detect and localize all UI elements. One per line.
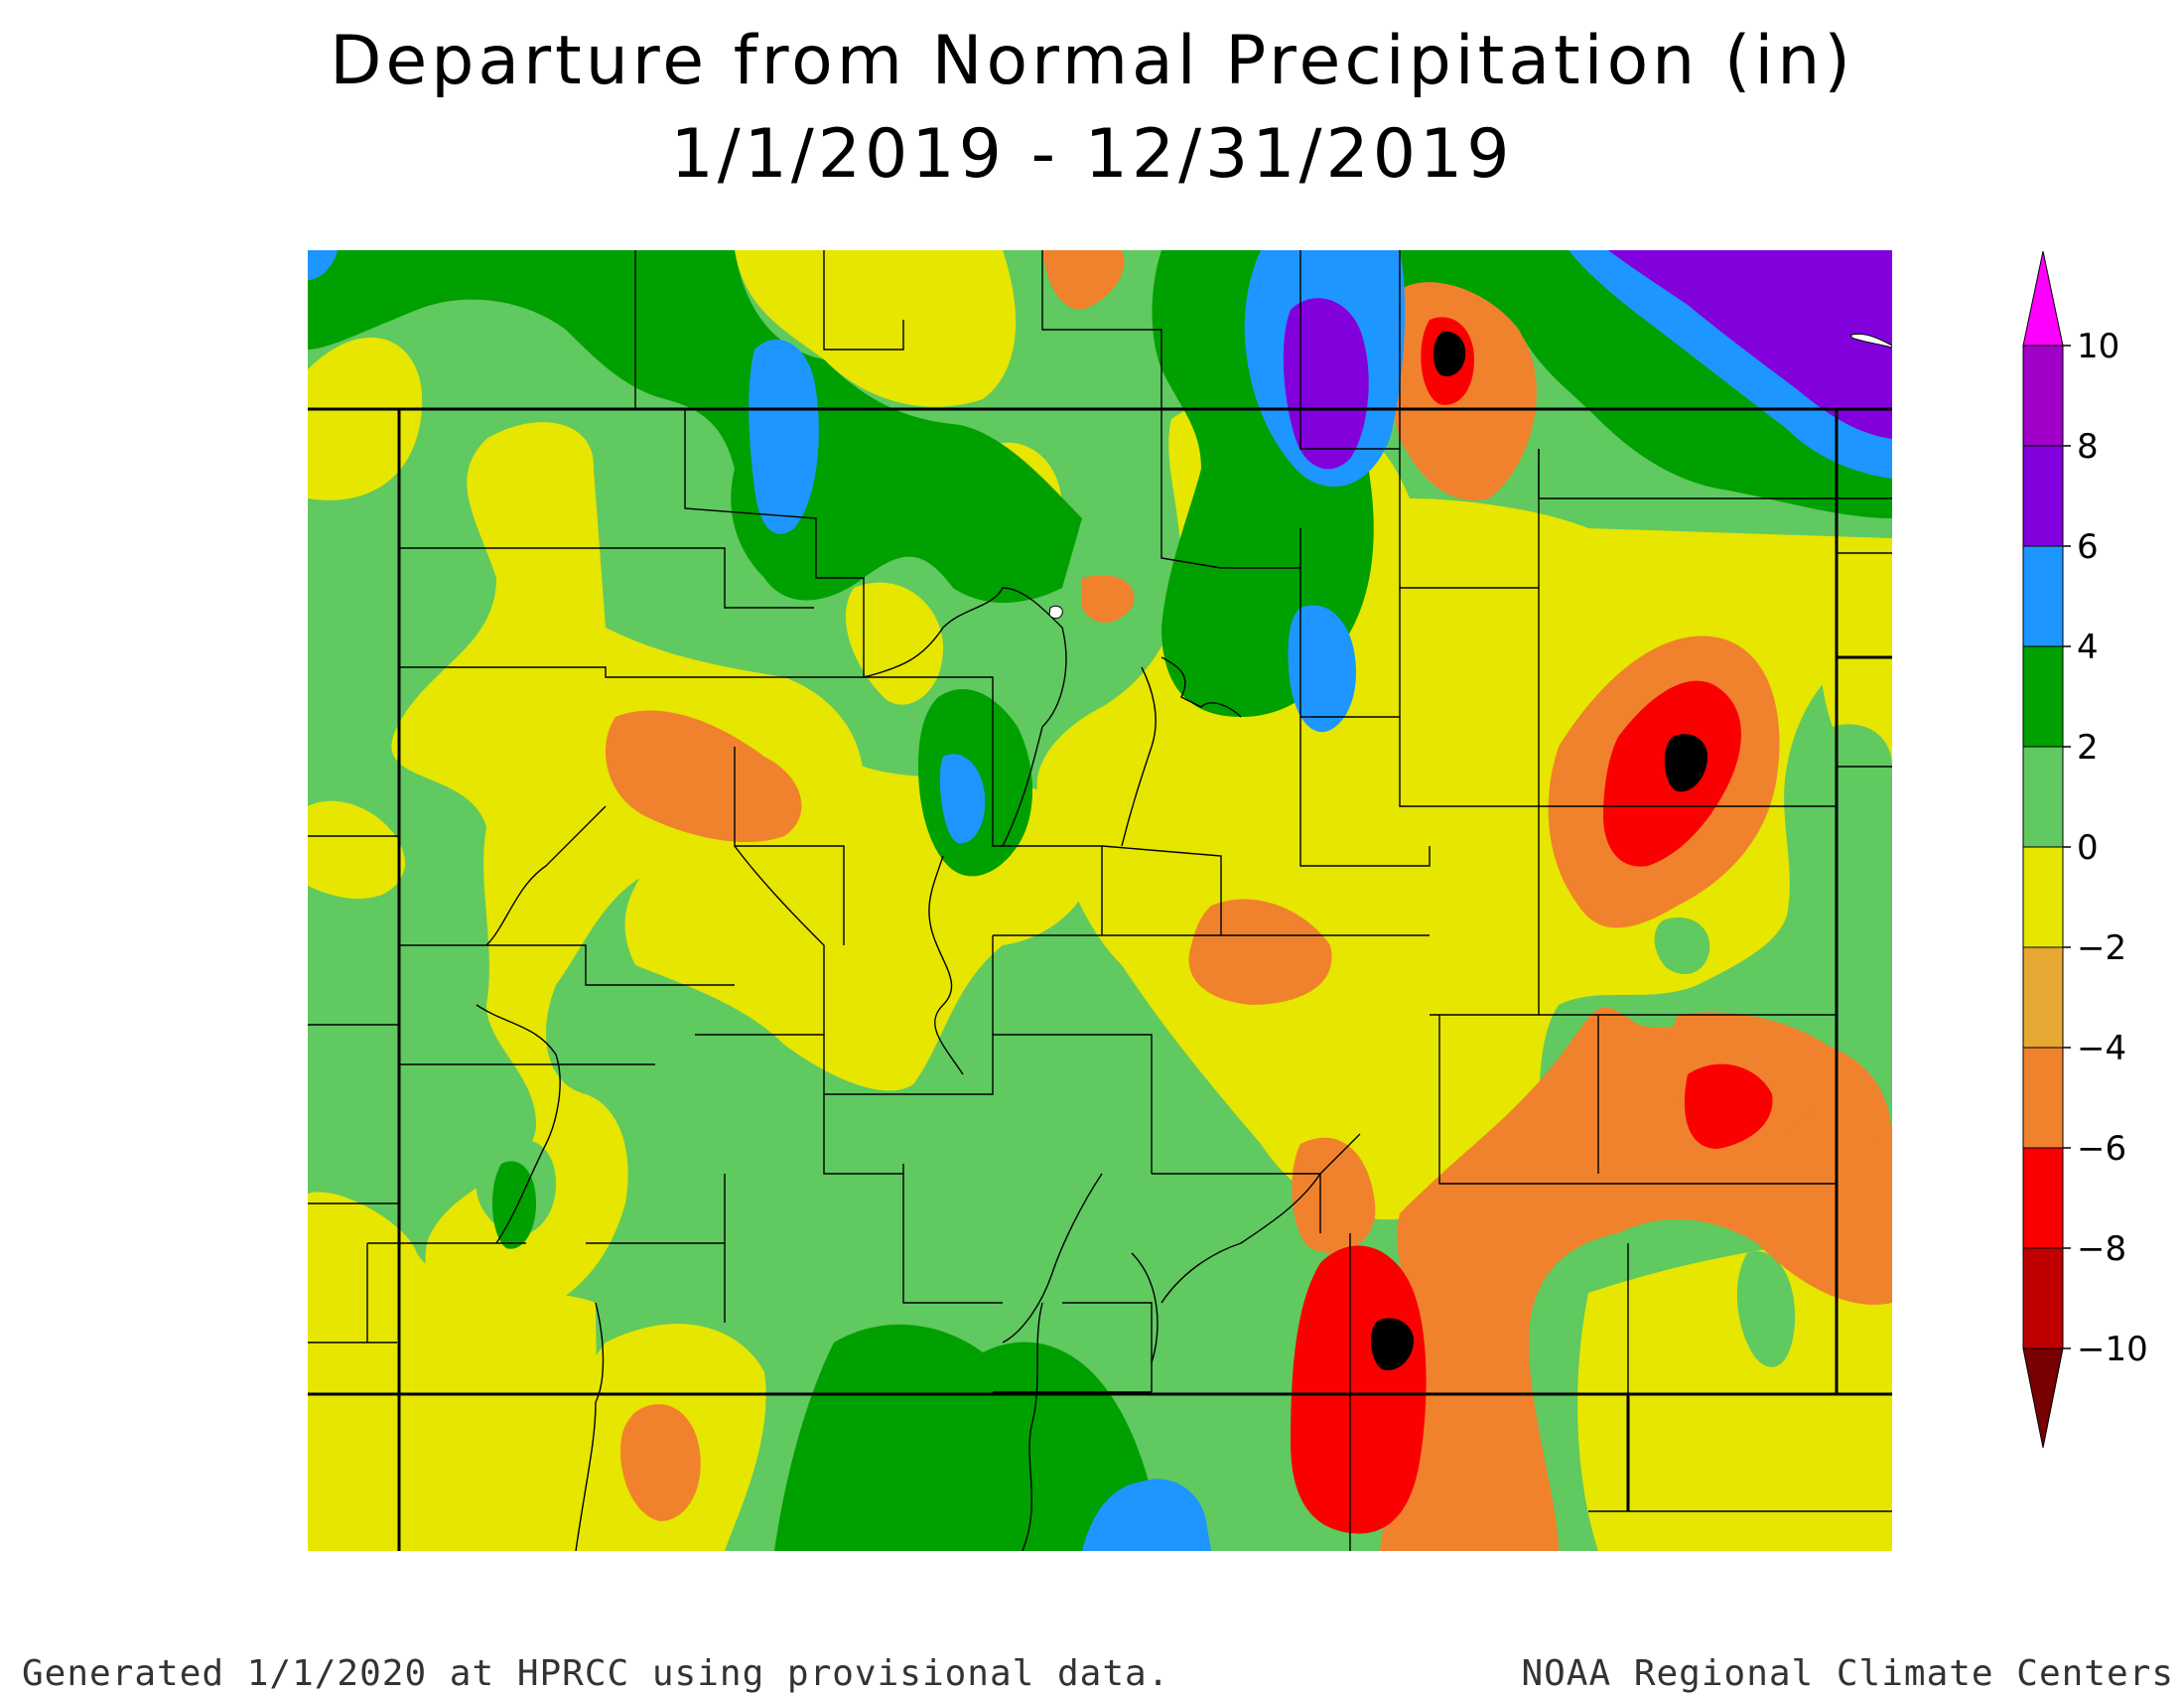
provider-credit: NOAA Regional Climate Centers [1521, 1656, 2174, 1692]
legend-tick-label: −2 [2077, 928, 2126, 968]
lake [1049, 606, 1062, 618]
legend-tick-label: −10 [2077, 1330, 2148, 1369]
generation-note: Generated 1/1/2020 at HPRCC using provis… [22, 1656, 1169, 1692]
legend-swatch [2023, 947, 2063, 1048]
legend-tick-label: 8 [2077, 427, 2099, 467]
legend-tick-label: 4 [2077, 628, 2099, 667]
legend-swatch [2023, 1248, 2063, 1348]
legend-tick-label: 6 [2077, 527, 2099, 567]
map-title: Departure from Normal Precipitation (in) [0, 28, 2184, 95]
legend-tick-label: −8 [2077, 1229, 2126, 1269]
legend-swatch [2023, 747, 2063, 847]
legend-swatch [2023, 446, 2063, 546]
map-date-range: 1/1/2019 - 12/31/2019 [0, 121, 2184, 189]
legend-over-arrow [2023, 251, 2063, 346]
color-scale-legend: 10 8 6 4 2 0 −2 −4 −6 −8 −10 [2015, 246, 2174, 1458]
legend-swatch [2023, 847, 2063, 947]
legend-tick-label: 0 [2077, 828, 2099, 868]
legend-swatch [2023, 1048, 2063, 1148]
legend-tick-label: −4 [2077, 1029, 2126, 1068]
legend-swatch [2023, 1148, 2063, 1248]
legend-swatch [2023, 346, 2063, 446]
contour-field [308, 250, 1892, 1551]
legend-swatch [2023, 546, 2063, 646]
legend-tick-label: −6 [2077, 1129, 2126, 1169]
legend-under-arrow [2023, 1348, 2063, 1448]
precipitation-departure-map [308, 250, 1892, 1551]
legend-tick-label: 2 [2077, 728, 2099, 768]
legend-swatch [2023, 646, 2063, 747]
legend-tick-label: 10 [2077, 327, 2119, 366]
